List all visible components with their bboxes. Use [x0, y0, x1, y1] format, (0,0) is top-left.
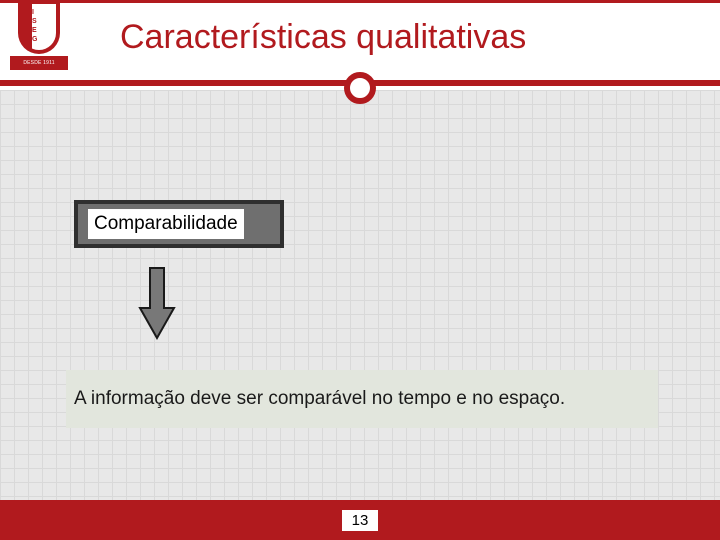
header-accent-line [0, 0, 720, 3]
concept-box: Comparabilidade [74, 200, 284, 248]
logo-shield: ISEG [18, 0, 60, 54]
body-text: A informação deve ser comparável no temp… [74, 388, 565, 410]
down-arrow-icon [138, 266, 176, 340]
logo-shield-stripe [22, 4, 32, 50]
slide-title: Características qualitativas [120, 18, 526, 57]
iseg-logo: ISEG DESDE 1911 [10, 0, 68, 84]
logo-banner: DESDE 1911 [10, 56, 68, 70]
logo-banner-text: DESDE 1911 [10, 56, 68, 70]
concept-box-label: Comparabilidade [88, 209, 244, 239]
slide-content: Comparabilidade A informação deve ser co… [0, 90, 720, 500]
slide-footer: 13 [0, 500, 720, 540]
page-number: 13 [342, 510, 379, 531]
body-text-box: A informação deve ser comparável no temp… [66, 370, 658, 428]
divider-circle-ornament [344, 72, 376, 104]
logo-letters: ISEG [32, 8, 38, 44]
